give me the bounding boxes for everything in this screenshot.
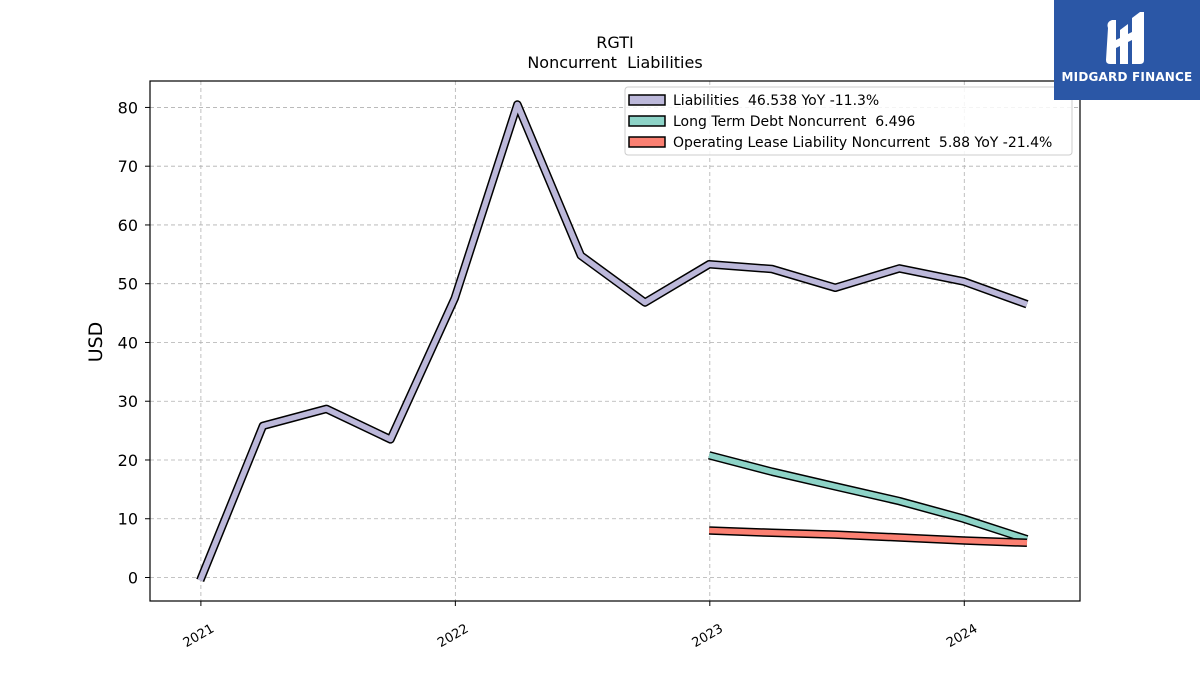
legend: Liabilities 46.538 YoY -11.3% Long Term … [624,86,1073,156]
legend-swatch-liabilities [628,94,666,106]
series-line-long-term-debt [708,452,1028,542]
y-tick-label: 0 [128,568,138,587]
legend-label-long-term-debt: Long Term Debt Noncurrent 6.496 [673,114,915,130]
y-tick-label: 40 [118,333,138,352]
y-tick-label: 20 [118,451,138,470]
logo-text: MIDGARD FINANCE [1061,70,1193,84]
legend-swatch-operating-lease [628,136,666,148]
x-tick-label: 2021 [181,621,217,651]
y-tick-label: 30 [118,392,138,411]
x-axis: 2021 2022 2023 2024 [181,601,980,651]
series-line-liabilities [197,101,1028,582]
grid [150,81,1080,601]
chart-title: RGTI [596,33,633,52]
y-tick-label: 50 [118,275,138,294]
series-line-operating-lease [708,527,1028,546]
legend-swatch-long-term-debt [628,115,666,127]
legend-frame [624,86,1073,156]
x-tick-label: 2022 [435,621,471,651]
x-tick-label: 2024 [944,621,980,651]
y-axis: 0 10 20 30 40 50 60 70 80 [118,98,150,587]
legend-label-operating-lease: Operating Lease Liability Noncurrent 5.8… [673,135,1052,151]
y-tick-label: 60 [118,216,138,235]
logo-mark-icon [1106,12,1144,64]
series-layer [196,100,1029,582]
x-tick-label: 2023 [690,621,726,651]
legend-label-liabilities: Liabilities 46.538 YoY -11.3% [673,93,879,109]
y-axis-label: USD [85,322,107,363]
y-tick-label: 10 [118,510,138,529]
brand-logo: MIDGARD FINANCE [1054,0,1200,100]
chart-subtitle: Noncurrent Liabilities [527,53,702,72]
plot-frame [149,80,1081,602]
y-tick-label: 70 [118,157,138,176]
y-tick-label: 80 [118,98,138,117]
